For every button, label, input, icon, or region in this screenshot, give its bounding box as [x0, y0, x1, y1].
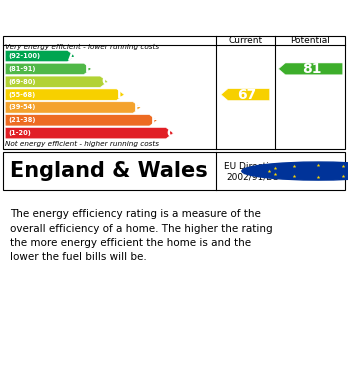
Polygon shape	[5, 102, 141, 113]
Text: (81-91): (81-91)	[8, 66, 35, 72]
Text: E: E	[134, 101, 143, 114]
Text: Energy Efficiency Rating: Energy Efficiency Rating	[9, 9, 238, 27]
Text: EU Directive: EU Directive	[224, 161, 280, 170]
Circle shape	[242, 162, 348, 180]
Text: C: C	[101, 75, 110, 88]
Text: D: D	[117, 88, 127, 101]
Polygon shape	[5, 76, 108, 88]
Text: (39-54): (39-54)	[8, 104, 35, 110]
Polygon shape	[5, 89, 124, 100]
Text: (55-68): (55-68)	[8, 91, 35, 98]
Text: (21-38): (21-38)	[8, 117, 35, 123]
Polygon shape	[5, 50, 75, 62]
Text: 81: 81	[302, 62, 322, 76]
Polygon shape	[278, 63, 343, 75]
Text: Very energy efficient - lower running costs: Very energy efficient - lower running co…	[5, 44, 159, 50]
Polygon shape	[5, 127, 174, 139]
Text: 67: 67	[237, 88, 257, 102]
Text: The energy efficiency rating is a measure of the
overall efficiency of a home. T: The energy efficiency rating is a measur…	[10, 209, 273, 262]
Text: (1-20): (1-20)	[8, 130, 31, 136]
Text: (92-100): (92-100)	[8, 53, 40, 59]
Text: A: A	[68, 50, 78, 63]
Text: B: B	[85, 63, 94, 75]
Polygon shape	[221, 89, 270, 100]
Text: G: G	[166, 127, 176, 140]
Text: F: F	[151, 114, 159, 127]
Text: Current: Current	[228, 36, 262, 45]
Text: England & Wales: England & Wales	[10, 161, 208, 181]
Text: Not energy efficient - higher running costs: Not energy efficient - higher running co…	[5, 141, 159, 147]
Text: 2002/91/EC: 2002/91/EC	[226, 173, 278, 182]
Polygon shape	[5, 115, 157, 126]
Text: Potential: Potential	[290, 36, 330, 45]
Polygon shape	[5, 63, 92, 75]
Text: (69-80): (69-80)	[8, 79, 35, 85]
